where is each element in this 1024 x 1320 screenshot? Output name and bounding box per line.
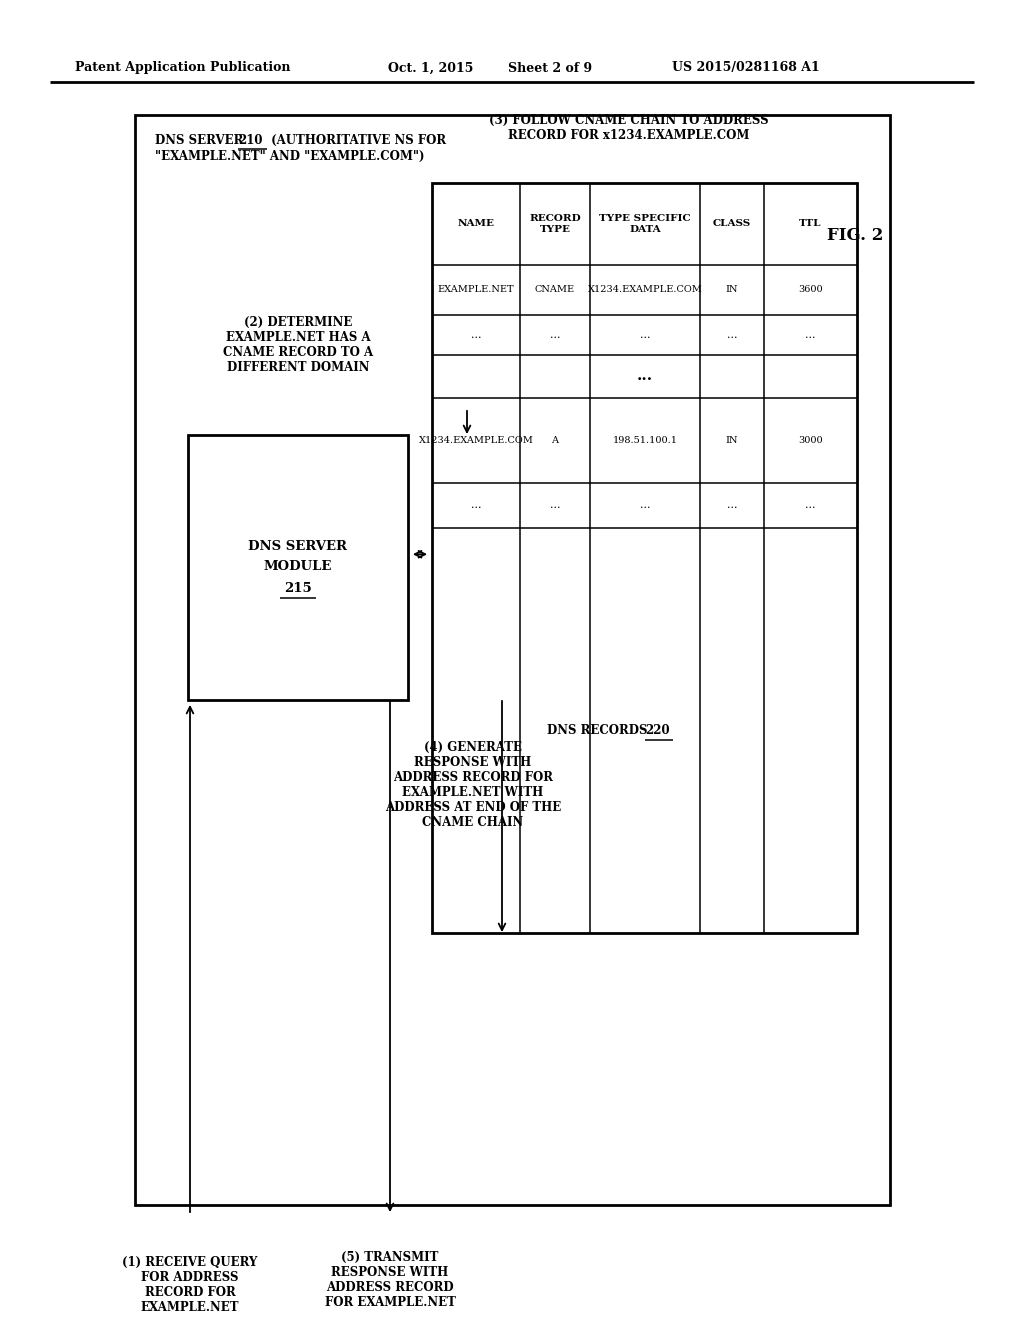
Text: DNS SERVER: DNS SERVER	[155, 133, 248, 147]
Text: RECORD
TYPE: RECORD TYPE	[529, 214, 581, 234]
Text: A: A	[552, 436, 558, 445]
Text: TYPE SPECIFIC
DATA: TYPE SPECIFIC DATA	[599, 214, 691, 234]
Text: EXAMPLE.NET: EXAMPLE.NET	[437, 285, 514, 294]
Bar	[188, 436, 408, 700]
Bar	[135, 115, 890, 1205]
Text: (4) GENERATE
RESPONSE WITH
ADDRESS RECORD FOR
EXAMPLE.NET WITH
ADDRESS AT END OF: (4) GENERATE RESPONSE WITH ADDRESS RECOR…	[385, 741, 561, 829]
Text: ...: ...	[471, 330, 481, 341]
Text: ...: ...	[550, 330, 560, 341]
Text: ...: ...	[637, 370, 652, 384]
Text: ...: ...	[805, 500, 816, 511]
Text: 3000: 3000	[798, 436, 823, 445]
Text: (3) FOLLOW CNAME CHAIN TO ADDRESS
RECORD FOR x1234.EXAMPLE.COM: (3) FOLLOW CNAME CHAIN TO ADDRESS RECORD…	[489, 114, 769, 143]
Text: (AUTHORITATIVE NS FOR: (AUTHORITATIVE NS FOR	[267, 133, 446, 147]
Text: IN: IN	[726, 436, 738, 445]
Text: FIG. 2: FIG. 2	[826, 227, 883, 243]
Text: X1234.EXAMPLE.COM: X1234.EXAMPLE.COM	[419, 436, 534, 445]
Text: Patent Application Publication: Patent Application Publication	[75, 62, 291, 74]
Text: X1234.EXAMPLE.COM: X1234.EXAMPLE.COM	[588, 285, 702, 294]
Text: 210: 210	[238, 133, 262, 147]
Text: ...: ...	[550, 500, 560, 511]
Text: NAME: NAME	[458, 219, 495, 228]
Text: CNAME: CNAME	[535, 285, 575, 294]
Text: CLASS: CLASS	[713, 219, 752, 228]
Text: ...: ...	[727, 500, 737, 511]
Text: DNS SERVER: DNS SERVER	[249, 540, 347, 553]
Text: (1) RECEIVE QUERY
FOR ADDRESS
RECORD FOR
EXAMPLE.NET: (1) RECEIVE QUERY FOR ADDRESS RECORD FOR…	[122, 1257, 258, 1313]
Text: Oct. 1, 2015: Oct. 1, 2015	[388, 62, 473, 74]
Bar	[432, 183, 857, 933]
Text: MODULE: MODULE	[264, 561, 332, 573]
Text: ...: ...	[727, 330, 737, 341]
Text: US 2015/0281168 A1: US 2015/0281168 A1	[672, 62, 820, 74]
Text: (2) DETERMINE
EXAMPLE.NET HAS A
CNAME RECORD TO A
DIFFERENT DOMAIN: (2) DETERMINE EXAMPLE.NET HAS A CNAME RE…	[223, 315, 373, 374]
Text: 220: 220	[645, 723, 670, 737]
Text: "EXAMPLE.NET" AND "EXAMPLE.COM"): "EXAMPLE.NET" AND "EXAMPLE.COM")	[155, 149, 425, 162]
Text: TTL: TTL	[800, 219, 821, 228]
Text: 198.51.100.1: 198.51.100.1	[612, 436, 678, 445]
Text: IN: IN	[726, 285, 738, 294]
Text: DNS RECORDS: DNS RECORDS	[547, 723, 651, 737]
Text: ...: ...	[471, 500, 481, 511]
Text: (5) TRANSMIT
RESPONSE WITH
ADDRESS RECORD
FOR EXAMPLE.NET: (5) TRANSMIT RESPONSE WITH ADDRESS RECOR…	[325, 1251, 456, 1309]
Text: 215: 215	[284, 582, 312, 595]
Text: 3600: 3600	[798, 285, 823, 294]
Text: Sheet 2 of 9: Sheet 2 of 9	[508, 62, 592, 74]
Text: ...: ...	[640, 500, 650, 511]
Text: ...: ...	[640, 330, 650, 341]
Text: ...: ...	[805, 330, 816, 341]
